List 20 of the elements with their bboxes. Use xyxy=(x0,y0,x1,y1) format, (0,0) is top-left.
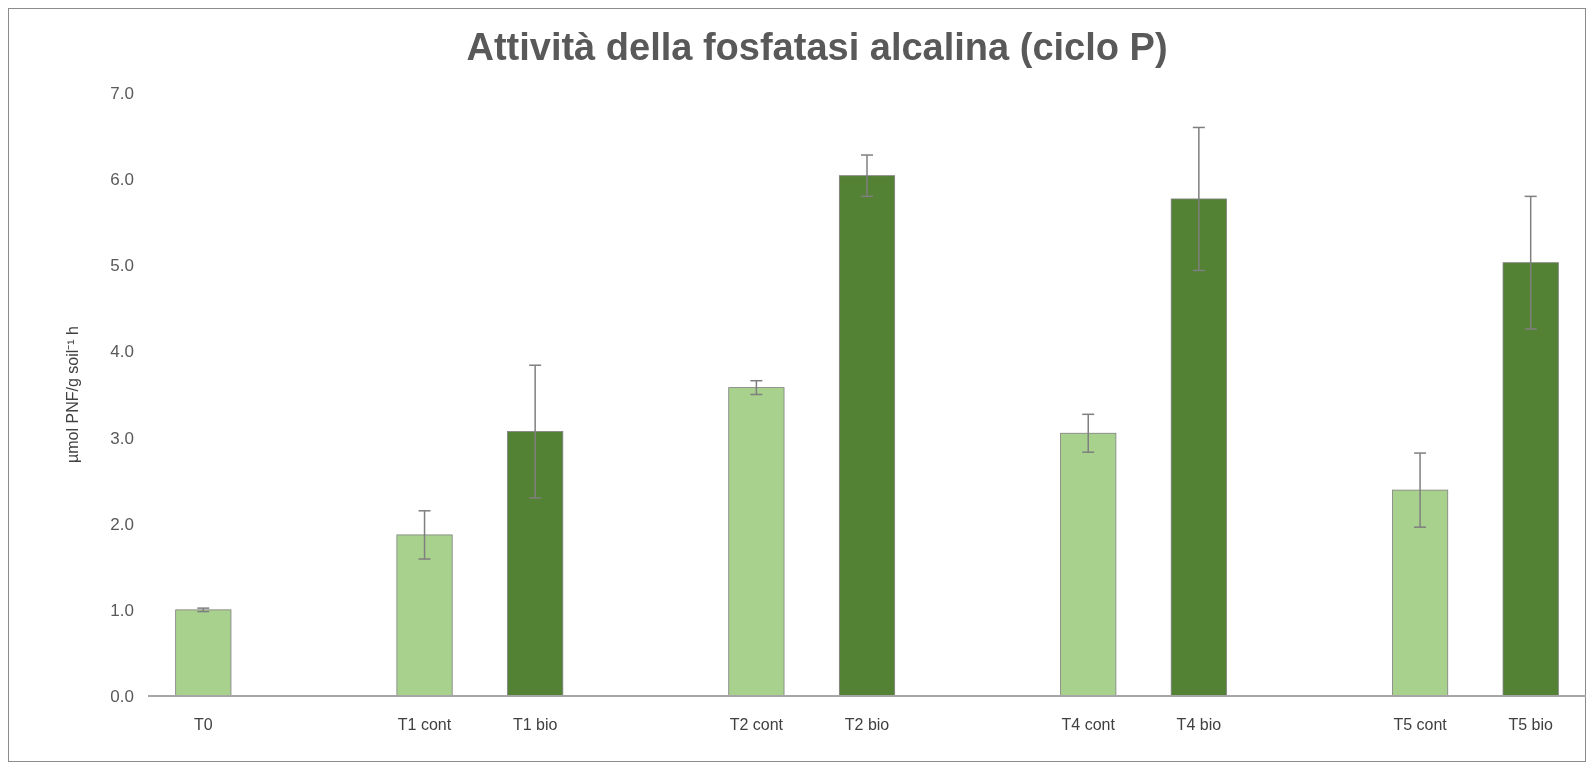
y-axis-title: µmol PNF/g soil⁻¹ h xyxy=(64,326,81,463)
x-tick-label: T2 cont xyxy=(729,716,784,733)
y-tick-label: 6.0 xyxy=(110,170,134,190)
x-tick-label: T1 cont xyxy=(397,716,452,733)
x-tick-label: T4 bio xyxy=(1176,716,1222,733)
y-tick-label: 1.0 xyxy=(110,600,134,620)
y-tick-label: 7.0 xyxy=(110,83,134,103)
x-tick-label: T4 cont xyxy=(1061,716,1116,733)
x-tick-label: T2 bio xyxy=(844,716,890,733)
y-tick-label: 0.0 xyxy=(110,686,134,706)
chart-title: Attività della fosfatasi alcalina (ciclo P) xyxy=(466,26,1168,68)
x-tick-label: T0 xyxy=(193,716,213,733)
bar xyxy=(175,609,232,697)
x-tick-label: T1 bio xyxy=(512,716,558,733)
y-tick-label: 5.0 xyxy=(110,256,134,276)
y-tick-label: 3.0 xyxy=(110,428,134,448)
x-tick-label: T5 cont xyxy=(1393,716,1448,733)
y-tick-label: 2.0 xyxy=(110,514,134,534)
x-tick-label: T5 bio xyxy=(1508,716,1554,733)
y-tick-label: 4.0 xyxy=(110,342,134,362)
